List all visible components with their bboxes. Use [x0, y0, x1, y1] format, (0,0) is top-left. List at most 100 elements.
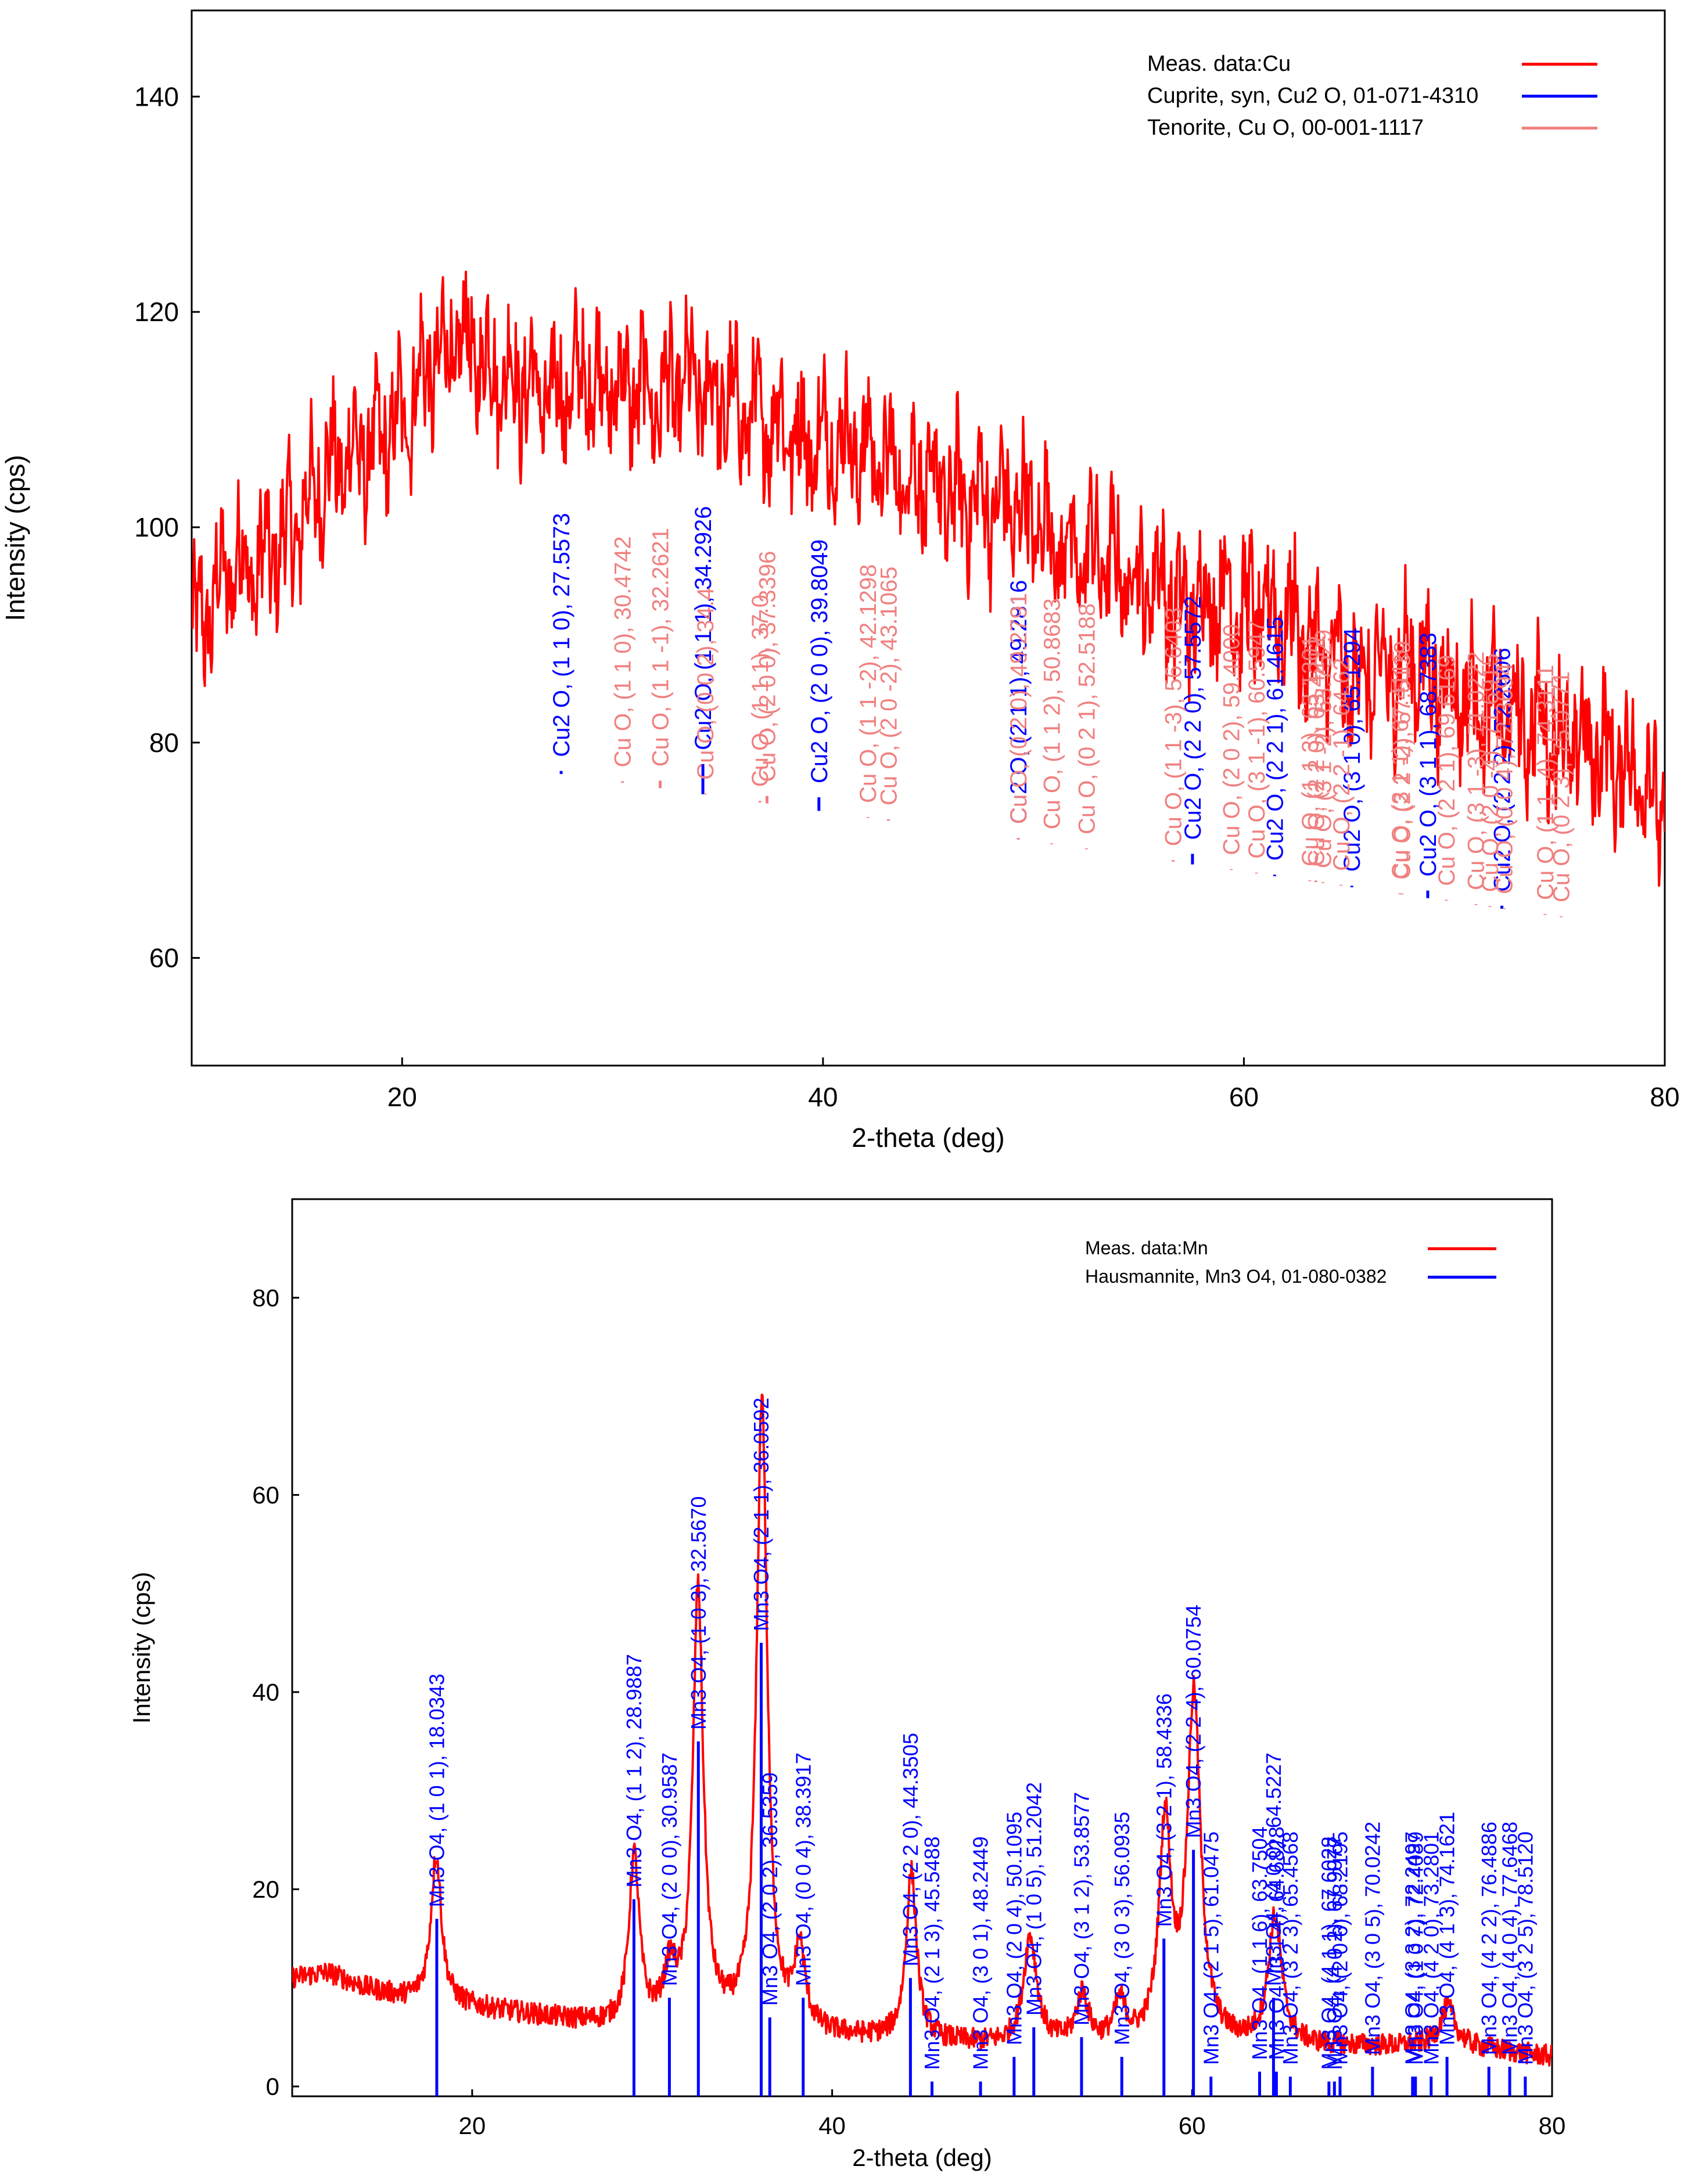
ref-peak-label: Cu2 O, (2 2 0), 57.5572	[1180, 596, 1206, 840]
y-tick-label: 40	[252, 1679, 279, 1706]
chart-mn: 20 40 60 80 0 20 40 60 80 2-theta (deg) Intensity …	[128, 1198, 1566, 2171]
plot-frame	[291, 1198, 1553, 2097]
y-tick-label: 140	[134, 81, 179, 111]
legend-label: Cuprite, syn, Cu2 O, 01-071-4310	[1147, 84, 1478, 108]
ref-peak-label: Cu2 O, (1 1 0), 27.5573	[549, 513, 574, 757]
ref-peak-label: Cu O, (3 1 1), 67.4115	[1388, 650, 1413, 879]
ref-peak-label: Mn3 O4, (4 1 3), 74.1621	[1435, 1812, 1459, 2045]
ref-peak-label: Mn3 O4, (2 1 3), 45.5488	[920, 1836, 944, 2070]
ref-peak-label: Mn3 O4, (3 2 5), 78.5120	[1513, 1832, 1537, 2065]
ref-peak-label: Mn3 O4, (2 2 0), 44.3505	[899, 1733, 922, 1966]
ref-peak-label: Cu O, (2 2 0), 63.4212	[1303, 635, 1329, 866]
ref-peak-label: Cu O, (0 2 0), 49.2791	[1006, 593, 1032, 824]
y-axis-label: Intensity (cps)	[128, 1572, 155, 1724]
ref-peak-label: Cu O, (1 1 3), 63.1301	[1298, 635, 1323, 866]
ref-peak-label: Cu O, (2 2 -1), 64.62	[1329, 658, 1355, 871]
ref-peak-label: Cu2 O, (1 1 1), 34.2926	[691, 506, 716, 750]
ref-peak-label: Cu O, (0 2 1), 52.5188	[1074, 603, 1100, 834]
ref-peak-label: Cu O, (3 1 -2), 63.7529	[1310, 629, 1336, 868]
ref-peak-label: Mn3 O4, (2 1 5), 61.0475	[1199, 1832, 1223, 2065]
ref-peak-label: Cu O, (1 1 -4), 74.3111	[1533, 665, 1558, 900]
legend-label: Tenorite, Cu O, 00-001-1117	[1147, 116, 1424, 140]
y-tick-label: 80	[252, 1284, 279, 1311]
x-tick-label: 60	[1179, 2112, 1206, 2139]
y-tick-label: 20	[252, 1876, 279, 1903]
ref-peak-label: Mn3 O4, (3 0 5), 70.0242	[1360, 1822, 1384, 2055]
ref-peak-label: Mn3 O4, (3 0 1), 48.2449	[969, 1836, 993, 2070]
x-tick-label: 80	[1539, 2112, 1566, 2139]
ref-peak-label: Cu2 O, (2 0 0), 39.8049	[807, 539, 832, 783]
y-tick-label: 120	[134, 297, 179, 327]
ref-peak-label: Mn3 O4, (4 2 0), 73.2801	[1419, 1832, 1443, 2065]
y-tick-label: 60	[149, 943, 179, 973]
legend-label: Meas. data:Cu	[1147, 52, 1291, 76]
ref-peak-label: Cu O, (1 1 -2), 42.1298	[856, 564, 881, 803]
ref-peak-label: Cu O, (1 1 -3), 56.6403	[1161, 607, 1187, 846]
ref-peak-label: Mn3 O4, (2 0 0), 30.9587	[658, 1753, 681, 1986]
ref-peak-label: Cu2 O, (3 1 1), 68.7383	[1416, 632, 1441, 876]
ref-peak-label: Mn3 O4, (1 1 6), 63.7504	[1248, 1826, 1272, 2060]
x-tick-label: 80	[1650, 1082, 1679, 1112]
ref-peak-label: Cu O, (2 0 -4), 71.6915	[1478, 653, 1503, 892]
ref-peak-label: Mn3 O4, (1 0 7), 72.4089	[1403, 1832, 1427, 2065]
x-axis-label: 2-theta (deg)	[852, 1122, 1004, 1153]
ref-peak-label: Mn3 O4, (2 2 4), 60.0754	[1181, 1604, 1205, 1838]
plot-frame	[191, 9, 1666, 1067]
legend-label: Hausmannite, Mn3 O4, 01-080-0382	[1085, 1266, 1387, 1287]
ref-peak-label: Mn3 O4, (3 1 2), 53.8577	[1070, 1792, 1094, 2025]
ref-peak-label: Mn3 O4, (2 0 2), 36.5359	[758, 1772, 782, 2006]
ref-peak-label: Cu O, (0 2 3), 75.0771	[1549, 671, 1575, 902]
measured-data-line	[292, 1393, 1552, 2067]
ref-peak-label: Mn3 O4, (1 0 1), 18.0343	[425, 1674, 449, 1907]
ref-peak-label: Mn3 O4, (4 0 2), 67.9077	[1323, 1836, 1346, 2070]
x-tick-label: 20	[458, 2112, 486, 2139]
ref-peak-label: Mn3 O4, (4 1 1), 67.6028	[1317, 1836, 1341, 2070]
ref-peak-label: Cu2 O, (2 1 1), 49.2816	[1006, 580, 1032, 824]
y-tick-label: 60	[252, 1481, 279, 1509]
ref-peak-label: Cu O, (1 1 2), 50.8683	[1040, 598, 1065, 829]
ref-peak-label: Cu O, (0 0 2), 34.4	[693, 588, 719, 780]
legend-label: Meas. data:Mn	[1085, 1237, 1208, 1258]
x-tick-label: 40	[808, 1082, 838, 1112]
ref-peak-label: Cu O, (2 2 1), 69.6169	[1434, 655, 1460, 886]
ref-peak-label: Mn3 O4, (2 1 1), 36.0592	[749, 1398, 773, 1631]
ref-peak-label: Mn3 O4, (3 3 2), 72.2497	[1400, 1832, 1424, 2065]
ref-peak-label: Mn3 O4, (1 1 2), 28.9887	[622, 1654, 646, 1887]
ref-peak-label: Cu O, (3 1 -1), 60.5947	[1244, 620, 1270, 858]
chart-cu: 20 40 60 80 60 80 100 120 140 2-theta (deg) Intens…	[0, 9, 1680, 1153]
ref-peak-label: Mn3 O4, (4 0 4), 77.6468	[1498, 1822, 1522, 2055]
ref-peak-label: Cu O, (2 0 -2), 43.1065	[876, 567, 902, 805]
ref-peak-label: Mn3 O4, (1 0 5), 51.2042	[1022, 1782, 1046, 2016]
measured-data-line	[192, 271, 1665, 887]
y-tick-label: 0	[266, 2073, 279, 2100]
ref-peak-label: Mn3 O4, (3 2 3), 65.4568	[1278, 1832, 1302, 2065]
x-axis-label: 2-theta (deg)	[852, 2144, 992, 2171]
y-tick-label: 80	[149, 728, 179, 758]
ref-peak-label: Mn3 O4, (0 0 4), 38.3917	[791, 1753, 815, 1986]
ref-peak-label: Cu O, (1 1 1), 37.0	[748, 595, 773, 787]
y-axis-label: Intensity (cps)	[0, 455, 30, 621]
x-tick-label: 60	[1229, 1082, 1259, 1112]
ref-peak-label: Cu O, (1 1 -1), 32.2621	[648, 528, 674, 767]
ref-peak-label: Cu O, (2 0 0), 37.3396	[755, 551, 780, 782]
ref-peak-label: Cu O, (2 0 2), 59.4000	[1219, 624, 1245, 855]
y-tick-label: 100	[134, 512, 179, 542]
ref-peak-label: Cu O, (2 2 -2), 67.5139	[1390, 641, 1416, 879]
ref-peak-label: Cu2 O, (2 2 1), 61.4615	[1262, 617, 1288, 861]
ref-peak-label: Mn3 O4, (4 2 2), 76.4886	[1477, 1822, 1501, 2055]
ref-peak-label: Mn3 O4, (2 0 6), 68.2195	[1328, 1832, 1352, 2065]
ref-peak-label: Cu2 O, (3 1 0), 65.1294	[1339, 628, 1365, 872]
ref-peak-label: Mn3 O4, (4 0 0), 64.5227	[1262, 1753, 1285, 1986]
ref-peak-label: Cu O, (3 1 -3), 71.0222	[1464, 652, 1489, 890]
x-tick-label: 40	[818, 2112, 846, 2139]
ref-peak-label: Cu O, (1 1 0), 30.4742	[610, 536, 636, 767]
ref-peak-label: Cu2 O, (2 2 2), 72.2606	[1490, 647, 1515, 891]
ref-peak-label: Mn3 O4, (2 0 4), 50.1095	[1002, 1812, 1026, 2045]
ref-peak-label: Mn3 O4, (3 1 4), 64.6828	[1265, 1826, 1288, 2060]
ref-peak-label: Mn3 O4, (3 0 3), 56.0935	[1110, 1812, 1134, 2045]
ref-peak-label: Mn3 O4, (3 2 1), 58.4336	[1152, 1693, 1176, 1927]
x-tick-label: 20	[387, 1082, 417, 1112]
ref-peak-label: Mn3 O4, (1 0 3), 32.5670	[687, 1496, 710, 1730]
ref-peak-label: Cu O, (0 0 4), 72.3694	[1492, 663, 1518, 894]
